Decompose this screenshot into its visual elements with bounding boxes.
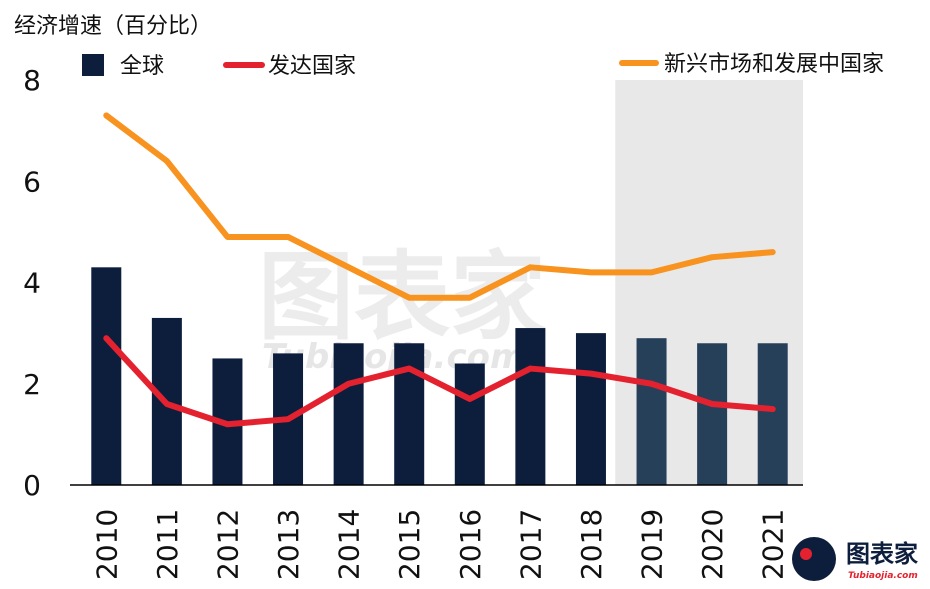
x-axis-ticks: 2010 2011 2012 2013 2014 2015 2016 2017 2018 2019…: [90, 509, 789, 580]
legend-swatch-global: [82, 54, 104, 76]
line-series: [103, 112, 776, 428]
x-tick-2016: 2016: [454, 509, 487, 580]
x-tick-2020: 2020: [696, 509, 729, 580]
y-tick-6: 6: [23, 165, 41, 198]
bar-2014: [333, 343, 364, 485]
legend: 全球 发达国家 新兴市场和发展中国家: [82, 52, 884, 79]
logo-sub: Tubiaojia.com: [848, 571, 918, 581]
logo-mascot-icon: [792, 537, 836, 581]
x-tick-2018: 2018: [575, 509, 608, 580]
x-tick-2013: 2013: [272, 509, 305, 580]
bar-2020: [697, 343, 728, 485]
bar-2019: [636, 338, 667, 485]
bar-2018: [575, 333, 606, 485]
y-tick-4: 4: [23, 267, 41, 300]
x-tick-2012: 2012: [211, 509, 244, 580]
bar-2017: [515, 328, 546, 485]
x-tick-2015: 2015: [393, 509, 426, 580]
legend-label-emerging: 新兴市场和发展中国家: [664, 52, 884, 77]
legend-label-global: 全球: [120, 54, 164, 79]
y-tick-0: 0: [23, 469, 41, 502]
logo-mascot-eye-icon: [800, 548, 812, 560]
legend-label-advanced: 发达国家: [268, 54, 356, 79]
legend-item-global: 全球: [82, 54, 164, 79]
bar-2010: [91, 267, 122, 485]
x-tick-2017: 2017: [514, 509, 547, 580]
bar-2016: [454, 363, 485, 485]
line-advanced: [103, 335, 776, 428]
y-tick-2: 2: [23, 368, 41, 401]
x-tick-2019: 2019: [636, 509, 669, 580]
x-tick-2014: 2014: [333, 509, 366, 580]
x-tick-2011: 2011: [151, 509, 184, 580]
legend-item-advanced: 发达国家: [223, 54, 356, 79]
legend-item-emerging: 新兴市场和发展中国家: [619, 52, 884, 77]
bar-2021: [757, 343, 788, 485]
logo: 图表家 Tubiaojia.com: [792, 537, 918, 581]
chart-title: 经济增速（百分比）: [14, 14, 212, 39]
y-axis-ticks: 0 2 4 6 8: [23, 64, 41, 502]
bar-2015: [394, 343, 425, 485]
y-tick-8: 8: [23, 64, 41, 97]
logo-text: 图表家: [846, 540, 918, 568]
x-tick-2021: 2021: [757, 509, 790, 580]
x-tick-2010: 2010: [90, 509, 123, 580]
line-emerging: [103, 112, 776, 301]
